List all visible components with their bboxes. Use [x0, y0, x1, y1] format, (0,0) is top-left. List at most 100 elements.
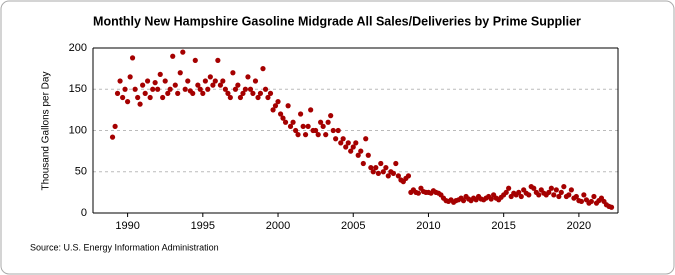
point: [318, 119, 324, 125]
point: [558, 189, 564, 195]
point: [127, 74, 133, 80]
point: [240, 90, 246, 96]
point: [262, 86, 269, 92]
point: [395, 173, 401, 179]
point: [348, 148, 354, 154]
point: [390, 170, 397, 176]
point: [265, 94, 271, 101]
point: [157, 71, 163, 77]
point: [147, 94, 153, 101]
chart-title: Monthly New Hampshire Gasoline Midgrade …: [93, 14, 581, 28]
point: [320, 123, 326, 129]
point: [132, 86, 138, 92]
point: [526, 192, 532, 198]
point: [340, 136, 346, 142]
point: [536, 192, 542, 198]
point: [277, 111, 284, 117]
point: [202, 78, 208, 84]
point: [363, 136, 369, 142]
point: [358, 148, 364, 154]
point: [152, 80, 158, 86]
point: [305, 123, 311, 129]
y-tick-label: 200: [69, 42, 87, 54]
point: [531, 185, 537, 191]
point: [124, 99, 131, 105]
point: [323, 132, 329, 138]
point: [553, 187, 559, 193]
point: [285, 103, 291, 109]
point: [270, 107, 276, 113]
point: [145, 78, 151, 84]
point: [205, 86, 211, 92]
point: [393, 160, 399, 167]
point: [295, 132, 301, 138]
point: [375, 170, 381, 176]
point: [160, 94, 166, 101]
point: [573, 193, 579, 200]
point: [227, 94, 233, 101]
point: [165, 90, 171, 96]
point: [333, 136, 339, 142]
x-tick-label: 2010: [416, 220, 440, 232]
point: [230, 70, 236, 76]
point: [338, 140, 344, 146]
point: [608, 204, 615, 210]
point: [280, 115, 286, 121]
point: [335, 127, 341, 134]
point: [170, 53, 176, 59]
point: [360, 160, 366, 167]
point: [460, 198, 467, 204]
point: [293, 127, 299, 134]
point: [140, 82, 146, 88]
x-tick-label: 2020: [567, 220, 591, 232]
y-tick-label: 0: [81, 207, 87, 219]
point: [302, 132, 309, 138]
point: [117, 78, 123, 84]
point: [353, 140, 359, 146]
point: [122, 86, 128, 92]
point: [180, 49, 186, 55]
point: [506, 185, 512, 191]
point: [568, 187, 574, 193]
point: [415, 190, 421, 196]
point: [581, 192, 587, 198]
point: [222, 86, 228, 92]
point: [290, 119, 296, 125]
point: [235, 82, 241, 88]
point: [365, 152, 371, 158]
point: [297, 111, 304, 117]
point: [383, 165, 389, 171]
point: [380, 169, 386, 175]
x-tick-label: 1990: [115, 220, 139, 232]
point: [112, 123, 118, 129]
point: [185, 78, 191, 84]
point: [546, 189, 552, 195]
point: [237, 94, 244, 101]
point: [308, 107, 314, 113]
point: [177, 70, 183, 76]
point: [315, 132, 321, 138]
point: [175, 90, 181, 96]
point: [345, 140, 351, 146]
point: [225, 90, 231, 96]
point: [548, 185, 554, 191]
point: [210, 82, 216, 88]
point: [182, 86, 188, 92]
point: [516, 189, 522, 195]
point: [556, 193, 562, 200]
point: [328, 113, 334, 119]
point: [242, 86, 248, 92]
point: [313, 127, 319, 134]
point: [591, 193, 597, 200]
point: [109, 134, 116, 140]
point: [120, 94, 126, 101]
point: [405, 173, 412, 179]
point: [330, 127, 336, 134]
point: [215, 57, 221, 63]
point: [162, 78, 168, 84]
point: [260, 66, 266, 72]
point: [566, 192, 572, 198]
x-tick-label: 2015: [491, 220, 515, 232]
point: [250, 90, 256, 96]
